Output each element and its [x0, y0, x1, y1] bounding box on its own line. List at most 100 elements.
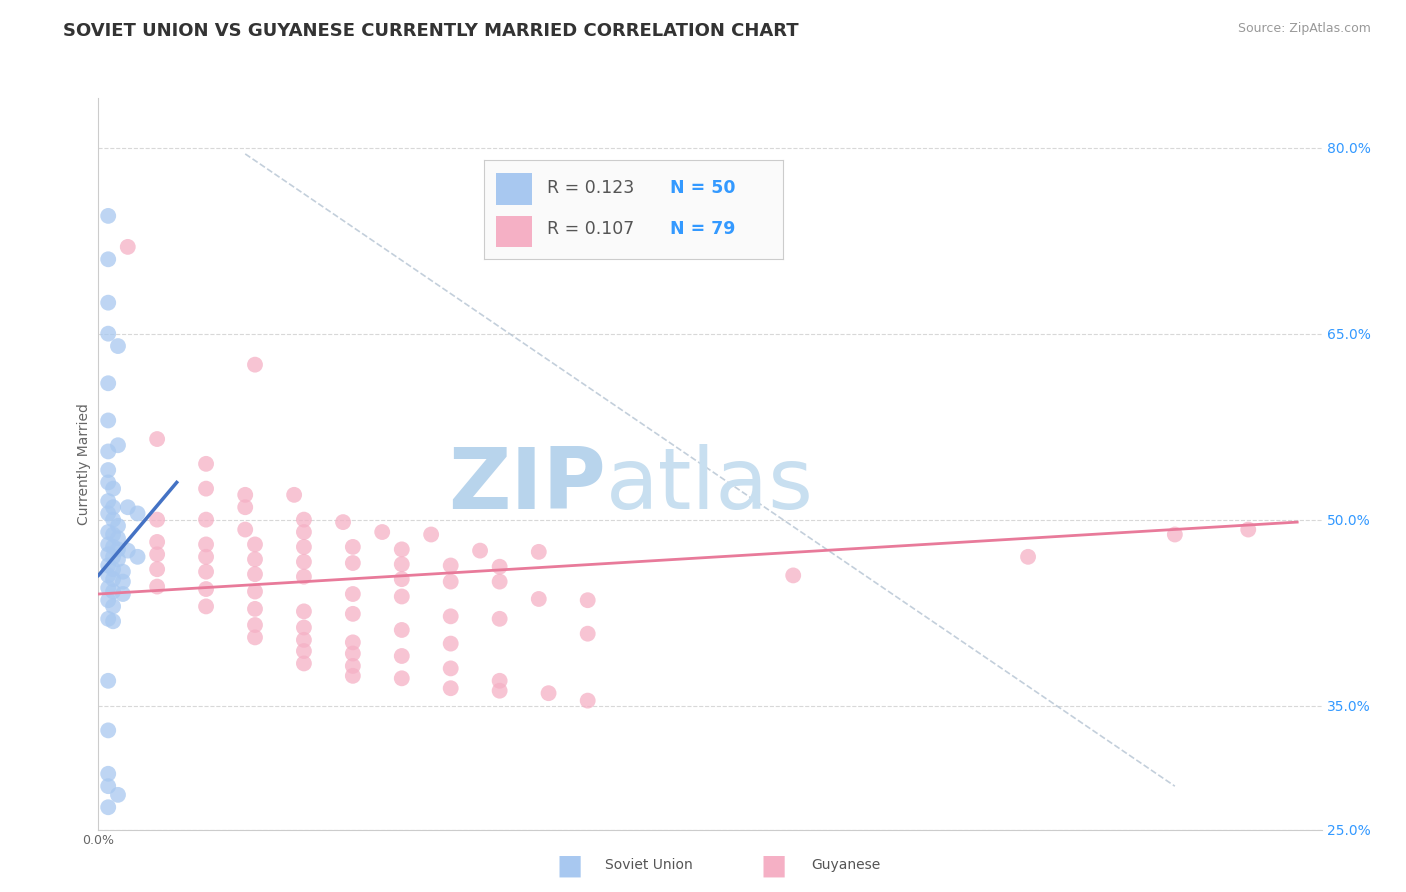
Text: ■: ■	[557, 851, 582, 880]
Point	[107, 552, 129, 566]
Point	[292, 657, 315, 671]
Point	[292, 524, 315, 539]
Point	[146, 547, 169, 561]
Point	[146, 432, 169, 446]
Point	[97, 209, 120, 223]
Point	[97, 326, 120, 341]
Point	[243, 567, 266, 582]
Point	[97, 537, 120, 551]
Y-axis label: Currently Married: Currently Married	[77, 403, 91, 524]
Point	[342, 647, 364, 661]
Point	[391, 590, 413, 604]
Point	[342, 669, 364, 683]
Point	[101, 513, 124, 527]
Point	[101, 562, 124, 576]
Point	[391, 558, 413, 572]
Point	[97, 494, 120, 508]
Point	[233, 523, 256, 537]
Point	[97, 252, 120, 267]
Point	[576, 626, 599, 640]
Point	[283, 488, 305, 502]
Point	[576, 593, 599, 607]
Point	[440, 574, 463, 589]
Point	[117, 240, 139, 254]
Text: Source: ZipAtlas.com: Source: ZipAtlas.com	[1237, 22, 1371, 36]
Point	[391, 572, 413, 586]
Point	[97, 723, 120, 738]
Point	[292, 569, 315, 583]
Point	[440, 637, 463, 651]
Point	[101, 527, 124, 541]
Point	[537, 686, 560, 700]
Point	[243, 552, 266, 566]
Point	[440, 558, 463, 573]
Text: SOVIET UNION VS GUYANESE CURRENTLY MARRIED CORRELATION CHART: SOVIET UNION VS GUYANESE CURRENTLY MARRI…	[63, 22, 799, 40]
Point	[97, 581, 120, 595]
Point	[97, 376, 120, 391]
Text: R = 0.107: R = 0.107	[547, 220, 634, 238]
Point	[440, 681, 463, 696]
Point	[97, 593, 120, 607]
Point	[195, 482, 218, 496]
Text: ZIP: ZIP	[449, 444, 606, 527]
Point	[195, 582, 218, 596]
Point	[195, 457, 218, 471]
Point	[146, 562, 169, 576]
FancyBboxPatch shape	[496, 216, 531, 247]
Point	[195, 537, 218, 551]
Point	[107, 531, 129, 545]
Point	[391, 623, 413, 637]
Text: ■: ■	[761, 851, 786, 880]
Point	[243, 631, 266, 645]
Point	[233, 500, 256, 515]
Point	[101, 599, 124, 614]
Point	[440, 661, 463, 675]
Point	[97, 766, 120, 780]
Point	[576, 693, 599, 707]
Point	[97, 673, 120, 688]
Point	[391, 671, 413, 685]
Point	[195, 513, 218, 527]
Point	[101, 615, 124, 629]
Point	[97, 463, 120, 477]
Point	[488, 683, 510, 698]
Point	[342, 659, 364, 673]
Point	[97, 779, 120, 793]
Point	[243, 358, 266, 372]
Point	[292, 540, 315, 554]
Point	[440, 609, 463, 624]
Point	[1237, 523, 1260, 537]
Point	[107, 339, 129, 353]
Point	[111, 574, 134, 589]
Point	[342, 607, 364, 621]
Point	[97, 800, 120, 814]
Point	[292, 620, 315, 634]
Point	[111, 565, 134, 579]
Point	[342, 635, 364, 649]
Point	[146, 580, 169, 594]
Text: Soviet Union: Soviet Union	[605, 858, 692, 872]
Point	[97, 612, 120, 626]
Point	[97, 507, 120, 521]
Point	[127, 549, 149, 564]
Point	[107, 518, 129, 533]
Point	[97, 558, 120, 573]
Point	[111, 587, 134, 601]
Point	[782, 568, 804, 582]
Point	[342, 556, 364, 570]
Point	[292, 604, 315, 618]
Point	[243, 602, 266, 616]
Text: N = 79: N = 79	[669, 220, 735, 238]
Point	[391, 648, 413, 663]
Point	[107, 438, 129, 452]
Point	[195, 549, 218, 564]
Point	[243, 618, 266, 632]
Point	[420, 527, 443, 541]
Point	[97, 413, 120, 427]
Point	[342, 587, 364, 601]
Point	[243, 584, 266, 599]
Text: R = 0.123: R = 0.123	[547, 179, 634, 197]
Point	[101, 540, 124, 554]
Point	[101, 500, 124, 515]
Point	[292, 555, 315, 569]
